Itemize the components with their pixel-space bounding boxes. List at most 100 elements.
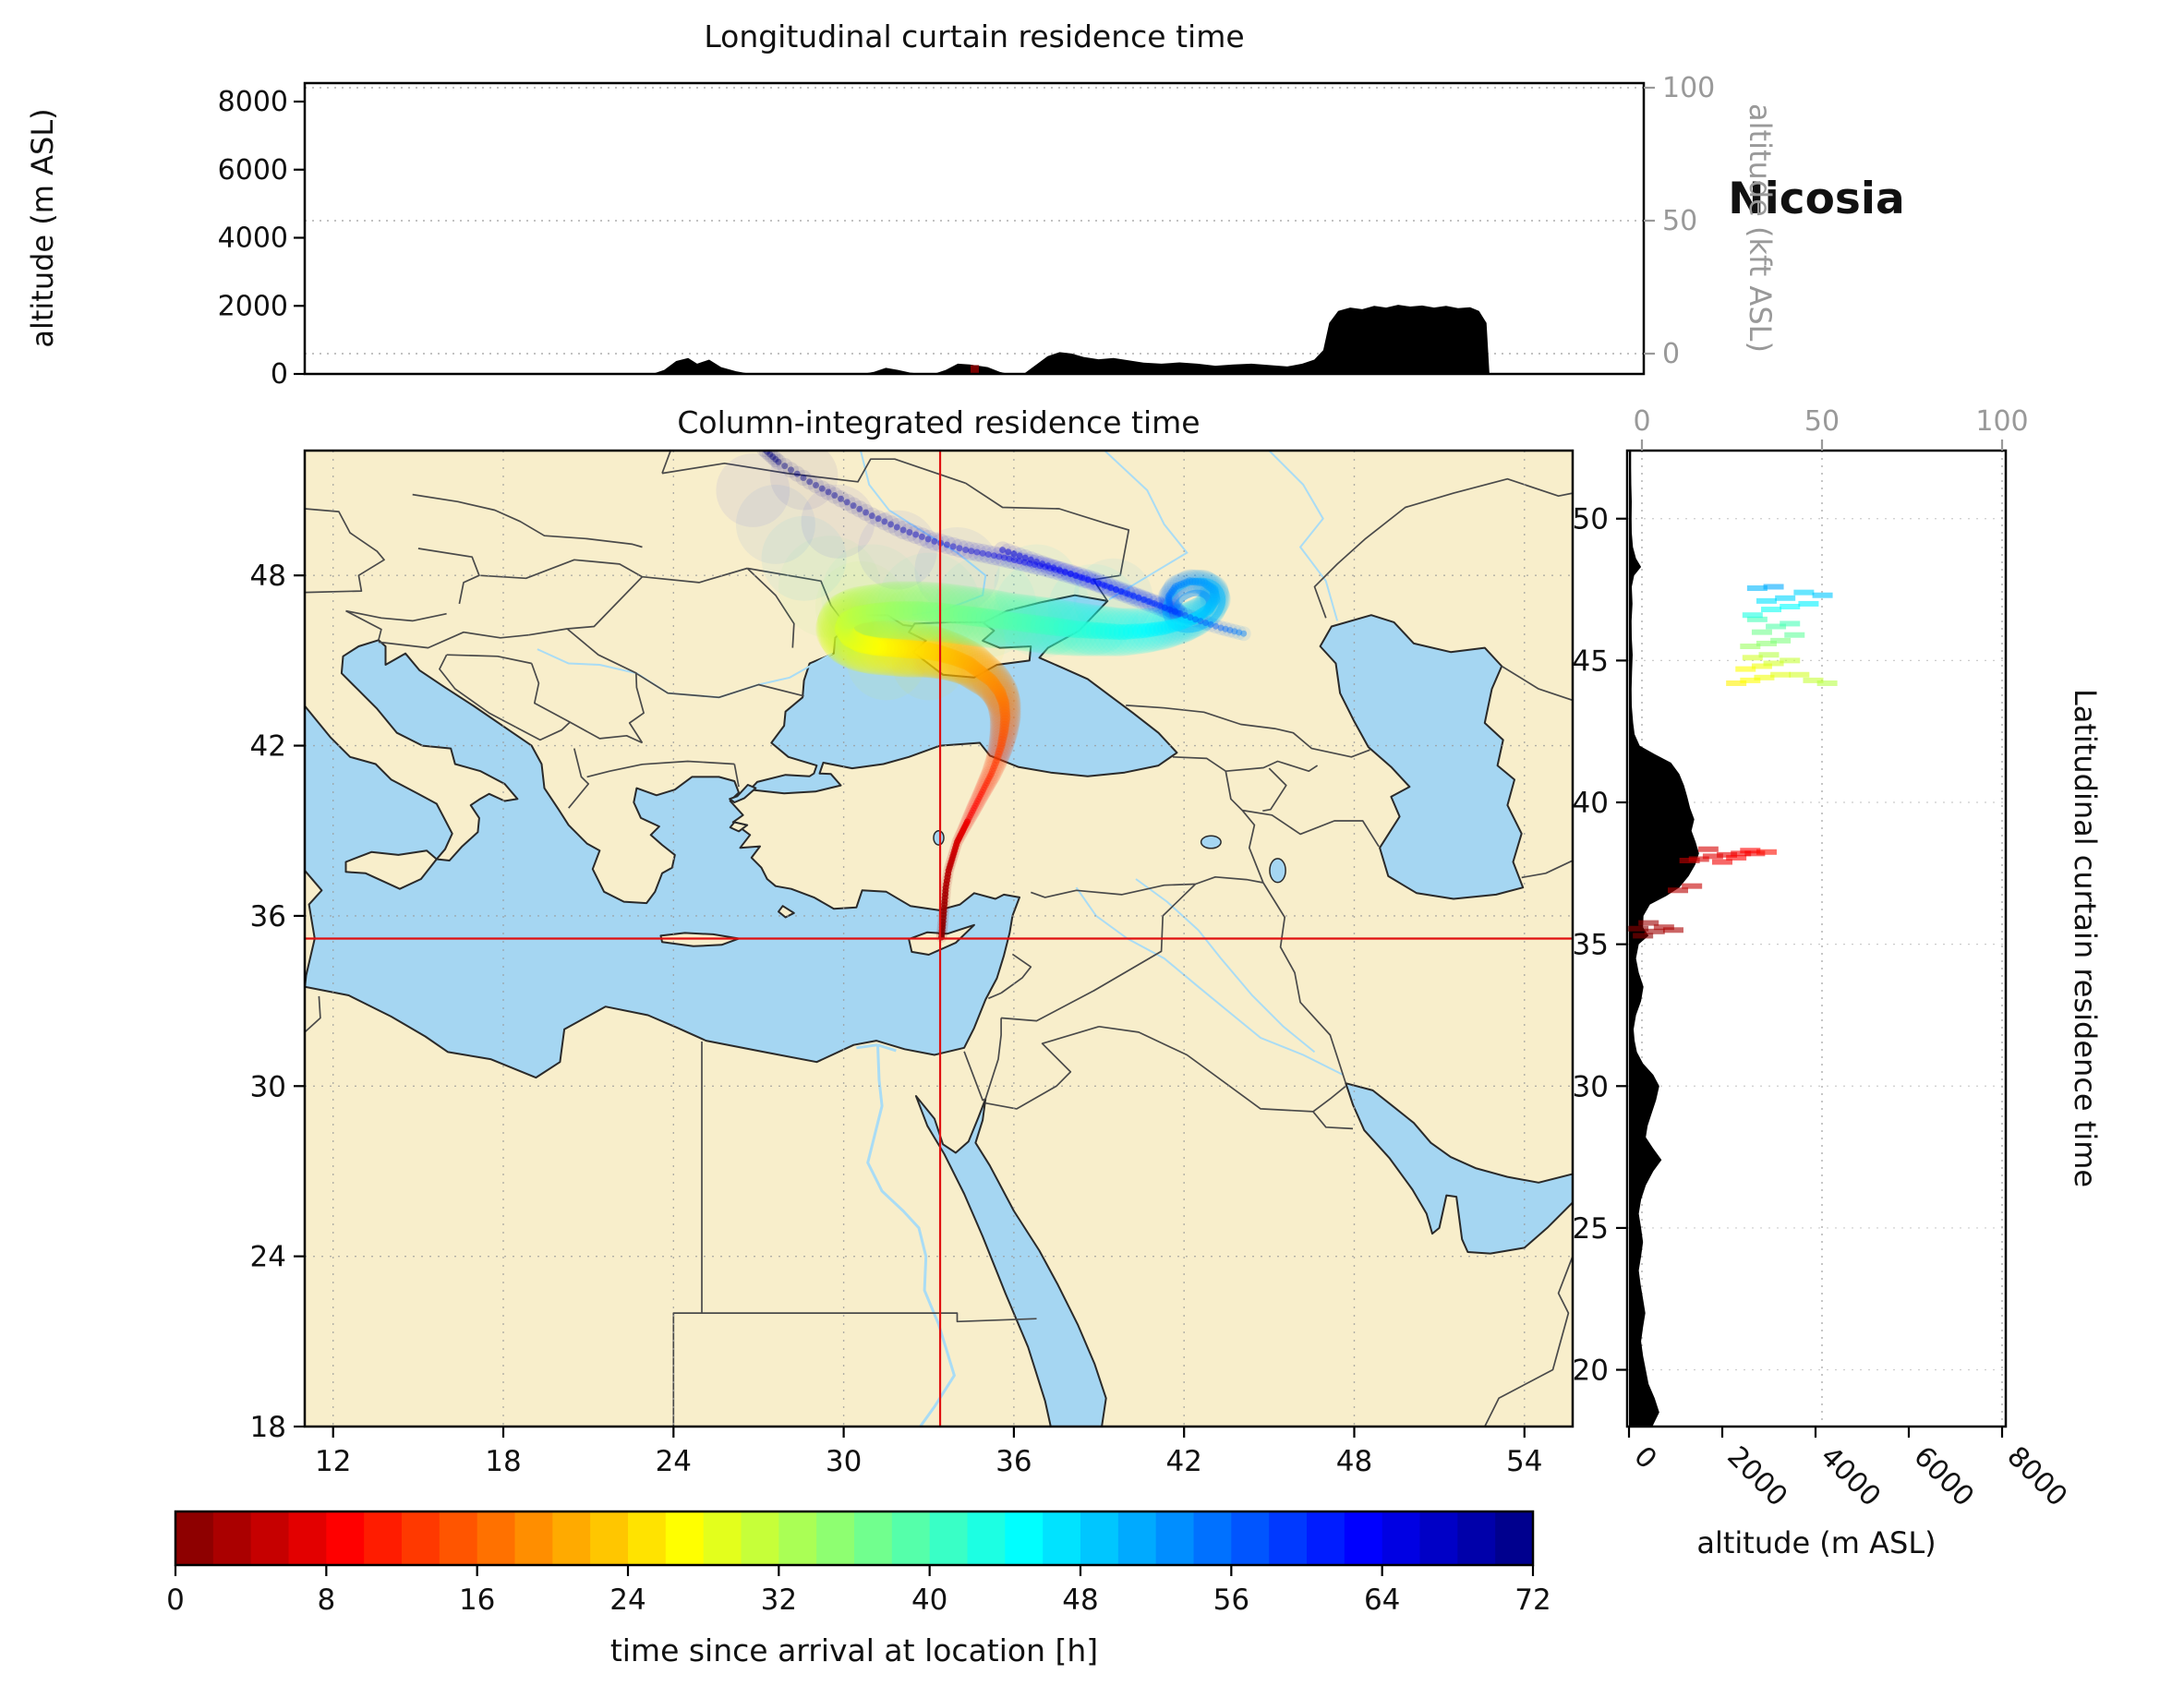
residence-mark xyxy=(1746,585,1768,592)
tick-label: 2000 xyxy=(1720,1440,1793,1513)
tick-label: 48 xyxy=(1336,1445,1372,1478)
longitudinal-curtain-panel xyxy=(305,83,1644,374)
residence-mark xyxy=(1679,858,1700,864)
tick-label: 2000 xyxy=(218,290,288,322)
island-lesbos xyxy=(729,821,749,833)
tick-label: 0 xyxy=(166,1584,185,1617)
river-nile xyxy=(866,1044,957,1427)
tick-label: 8000 xyxy=(2000,1440,2073,1513)
country-border xyxy=(458,574,480,605)
tick-label: 0 xyxy=(1662,338,1680,370)
station-title: Nicosia xyxy=(1728,174,1905,224)
residence-mark xyxy=(1653,924,1674,931)
river-euphrates xyxy=(1075,886,1344,1076)
country-border xyxy=(345,609,382,641)
country-border xyxy=(1000,953,1032,994)
tick-label: 50 xyxy=(1573,503,1609,536)
residence-mark xyxy=(1780,620,1801,627)
residence-mark xyxy=(1754,674,1775,680)
tick-label: 4000 xyxy=(1814,1440,1887,1513)
residence-mark xyxy=(1766,623,1787,630)
country-border xyxy=(1092,883,1197,993)
country-border xyxy=(984,1018,1002,1100)
tick-label: 32 xyxy=(761,1584,797,1617)
residence-mark xyxy=(1644,928,1665,934)
country-border xyxy=(746,567,795,648)
country-border xyxy=(1241,810,1264,884)
tick-label: 100 xyxy=(1975,405,2028,438)
residence-mark xyxy=(1628,925,1649,932)
sea-dardanelles xyxy=(729,784,757,803)
river-don xyxy=(1104,451,1189,601)
river-tigris xyxy=(1135,878,1316,1054)
residence-mark xyxy=(1742,655,1763,661)
tick-label: 24 xyxy=(250,1241,286,1274)
residence-mark xyxy=(1682,883,1703,889)
residence-mark xyxy=(1784,632,1805,638)
river-nile_w xyxy=(856,1043,878,1050)
tick-label: 42 xyxy=(1165,1445,1201,1478)
tick-label: 35 xyxy=(1573,929,1609,962)
tick-label: 48 xyxy=(1062,1584,1098,1617)
trajectory-loop xyxy=(1172,589,1213,624)
residence-mark xyxy=(1731,850,1752,857)
tick-label: 20 xyxy=(1573,1355,1609,1388)
tick-label: 6000 xyxy=(1907,1440,1980,1513)
residence-mark xyxy=(1740,644,1761,650)
residence-mark xyxy=(1740,848,1761,854)
tick-label: 40 xyxy=(911,1584,947,1617)
country-border xyxy=(566,628,637,674)
residence-mark xyxy=(1735,666,1756,672)
country-border xyxy=(446,654,532,665)
residence-mark xyxy=(1726,854,1747,861)
tick-label: 56 xyxy=(1213,1584,1249,1617)
country-border xyxy=(586,760,735,778)
country-border xyxy=(1262,882,1347,1084)
tick-label: 30 xyxy=(1573,1070,1609,1103)
residence-mark xyxy=(1780,657,1801,664)
country-border xyxy=(1195,875,1264,885)
country-border xyxy=(1312,1085,1346,1113)
tick-label: 8000 xyxy=(218,86,288,118)
colorbar-label: time since arrival at location [h] xyxy=(609,1632,1099,1668)
tick-label: 12 xyxy=(315,1445,351,1478)
country-border xyxy=(635,672,804,699)
residence-mark xyxy=(1638,920,1659,926)
tick-label: 50 xyxy=(1804,405,1840,438)
residence-mark xyxy=(1756,849,1777,855)
tick-label: 8 xyxy=(317,1584,335,1617)
lake xyxy=(933,829,945,846)
sea-black_azov_marmara xyxy=(749,594,1178,795)
tick-label: 50 xyxy=(1662,205,1697,237)
sea-caspian xyxy=(1319,614,1525,900)
country-border xyxy=(733,764,740,788)
colorbar: 0 8 16 24 32 40 48 56 64 72 xyxy=(166,1510,1551,1617)
tick-label: 48 xyxy=(250,560,286,593)
tick-label: 6000 xyxy=(218,154,288,187)
river-volga xyxy=(1268,451,1339,621)
tick-label: 0 xyxy=(271,358,288,391)
residence-mark xyxy=(1758,652,1780,658)
country-border xyxy=(985,1025,1100,1110)
country-border xyxy=(567,576,644,630)
country-border xyxy=(1313,477,1573,619)
residence-mark xyxy=(1742,612,1763,619)
country-border xyxy=(702,1312,1037,1323)
country-border xyxy=(963,1051,986,1102)
residence-mark xyxy=(1756,597,1777,604)
residence-mark xyxy=(1697,846,1719,852)
residence-mark xyxy=(1793,589,1815,596)
country-border xyxy=(1521,860,1573,879)
country-border xyxy=(412,493,643,548)
residence-mark xyxy=(1789,671,1810,678)
residence-mark xyxy=(1744,850,1766,857)
country-border xyxy=(568,748,590,809)
source-marker xyxy=(971,365,979,374)
residence-mark xyxy=(1712,859,1732,865)
tick-label: 100 xyxy=(1662,72,1715,104)
residence-mark xyxy=(1662,927,1683,933)
residence-mark xyxy=(1740,677,1761,683)
country-border xyxy=(378,631,529,649)
residence-mark xyxy=(1726,680,1747,686)
residence-mark xyxy=(1751,663,1772,669)
